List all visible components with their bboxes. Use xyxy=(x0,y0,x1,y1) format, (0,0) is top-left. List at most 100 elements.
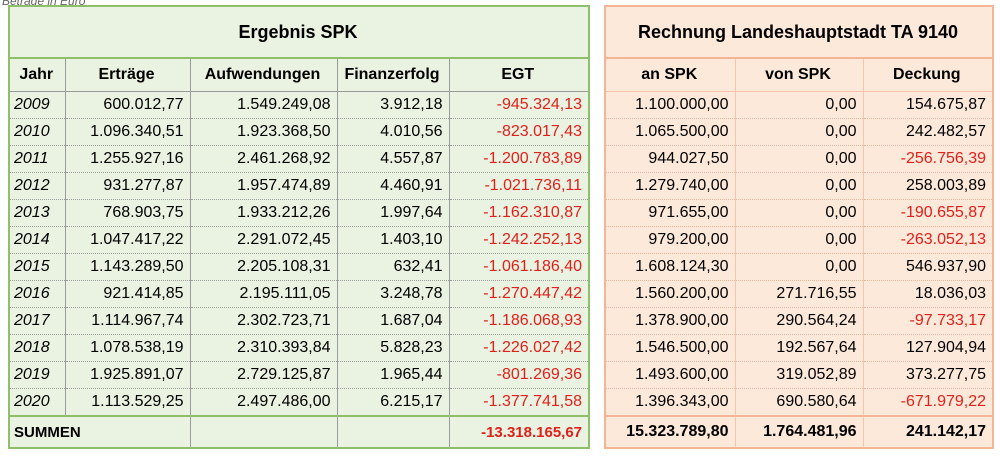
cell-jahr: 2012 xyxy=(8,172,66,200)
cell-egt: -945.324,13 xyxy=(448,91,590,119)
cell-an-spk: 1.608.124,30 xyxy=(604,253,736,281)
table-row: 1.608.124,30 0,00 546.937,90 xyxy=(604,253,994,281)
cell-egt: -801.269,36 xyxy=(448,361,590,389)
cell-deckung: 18.036,03 xyxy=(862,280,994,308)
cell-jahr: 2017 xyxy=(8,307,66,335)
cell-aufwendungen: 2.497.486,00 xyxy=(189,388,338,417)
header-von-spk: von SPK xyxy=(734,57,864,92)
cell-an-spk: 1.493.600,00 xyxy=(604,361,736,389)
cell-ertraege: 1.255.927,16 xyxy=(64,145,191,173)
cell-von-spk: 290.564,24 xyxy=(734,307,864,335)
cell-egt: -1.377.741,58 xyxy=(448,388,590,417)
cell-finanzerfolg: 632,41 xyxy=(336,253,450,281)
cell-an-spk: 1.378.900,00 xyxy=(604,307,736,335)
cell-deckung: -190.655,87 xyxy=(862,199,994,227)
ergebnis-spk-table: Ergebnis SPK Jahr Erträge Aufwendungen F… xyxy=(8,5,591,449)
left-table-title: Ergebnis SPK xyxy=(8,5,590,59)
sum-von-spk: 1.764.481,96 xyxy=(734,415,864,449)
sum-an-spk: 15.323.789,80 xyxy=(604,415,736,449)
cell-egt: -1.061.186,40 xyxy=(448,253,590,281)
cell-an-spk: 1.396.343,00 xyxy=(604,388,736,417)
cell-finanzerfolg: 3.912,18 xyxy=(336,91,450,119)
cell-finanzerfolg: 1.403,10 xyxy=(336,226,450,254)
cell-finanzerfolg: 4.557,87 xyxy=(336,145,450,173)
cell-von-spk: 0,00 xyxy=(734,199,864,227)
cell-ertraege: 931.277,87 xyxy=(64,172,191,200)
cell-aufwendungen: 2.302.723,71 xyxy=(189,307,338,335)
cell-jahr: 2011 xyxy=(8,145,66,173)
rechnung-landeshauptstadt-table: Rechnung Landeshauptstadt TA 9140 an SPK… xyxy=(604,5,995,449)
cell-finanzerfolg: 1.997,64 xyxy=(336,199,450,227)
table-row: 2012 931.277,87 1.957.474,89 4.460,91 -1.021… xyxy=(8,172,590,200)
cell-ertraege: 1.047.417,22 xyxy=(64,226,191,254)
cell-jahr: 2020 xyxy=(8,388,66,417)
cell-aufwendungen: 2.205.108,31 xyxy=(189,253,338,281)
cell-an-spk: 979.200,00 xyxy=(604,226,736,254)
cell-aufwendungen: 1.923.368,50 xyxy=(189,118,338,146)
cell-von-spk: 271.716,55 xyxy=(734,280,864,308)
cell-ertraege: 600.012,77 xyxy=(64,91,191,119)
cell-von-spk: 0,00 xyxy=(734,226,864,254)
cell-an-spk: 1.560.200,00 xyxy=(604,280,736,308)
cell-von-spk: 192.567,64 xyxy=(734,334,864,362)
table-row: 2013 768.903,75 1.933.212,26 1.997,64 -1.162… xyxy=(8,199,590,227)
table-row: 1.493.600,00 319.052,89 373.277,75 xyxy=(604,361,994,389)
cell-jahr: 2015 xyxy=(8,253,66,281)
cell-aufwendungen: 1.549.249,08 xyxy=(189,91,338,119)
cell-deckung: -256.756,39 xyxy=(862,145,994,173)
table-row: 2019 1.925.891,07 2.729.125,87 1.965,44 -801… xyxy=(8,361,590,389)
cell-deckung: -263.052,13 xyxy=(862,226,994,254)
cell-aufwendungen: 1.957.474,89 xyxy=(189,172,338,200)
table-row: 1.560.200,00 271.716,55 18.036,03 xyxy=(604,280,994,308)
sum-row: 15.323.789,80 1.764.481,96 241.142,17 xyxy=(604,415,994,449)
cell-aufwendungen: 1.933.212,26 xyxy=(189,199,338,227)
cell-finanzerfolg: 1.687,04 xyxy=(336,307,450,335)
cell-finanzerfolg: 4.010,56 xyxy=(336,118,450,146)
table-row: 2020 1.113.529,25 2.497.486,00 6.215,17 -1.3… xyxy=(8,388,590,417)
cell-jahr: 2016 xyxy=(8,280,66,308)
cell-jahr: 2010 xyxy=(8,118,66,146)
table-row: 2015 1.143.289,50 2.205.108,31 632,41 -1.061… xyxy=(8,253,590,281)
cell-jahr: 2009 xyxy=(8,91,66,119)
header-egt: EGT xyxy=(448,57,590,92)
cell-jahr: 2013 xyxy=(8,199,66,227)
sum-empty-cell xyxy=(336,415,450,449)
cell-egt: -1.021.736,11 xyxy=(448,172,590,200)
cell-finanzerfolg: 1.965,44 xyxy=(336,361,450,389)
cell-an-spk: 971.655,00 xyxy=(604,199,736,227)
cell-deckung: -671.979,22 xyxy=(862,388,994,417)
cell-jahr: 2014 xyxy=(8,226,66,254)
table-row: 1.396.343,00 690.580,64 -671.979,22 xyxy=(604,388,994,417)
header-deckung: Deckung xyxy=(862,57,994,92)
cell-jahr: 2018 xyxy=(8,334,66,362)
table-row: 2010 1.096.340,51 1.923.368,50 4.010,56 -823… xyxy=(8,118,590,146)
cell-an-spk: 1.100.000,00 xyxy=(604,91,736,119)
table-row: 2016 921.414,85 2.195.111,05 3.248,78 -1.270… xyxy=(8,280,590,308)
caption: Beträge in Euro xyxy=(2,0,86,8)
cell-finanzerfolg: 3.248,78 xyxy=(336,280,450,308)
cell-deckung: 154.675,87 xyxy=(862,91,994,119)
cell-ertraege: 1.925.891,07 xyxy=(64,361,191,389)
cell-an-spk: 944.027,50 xyxy=(604,145,736,173)
cell-egt: -823.017,43 xyxy=(448,118,590,146)
cell-ertraege: 1.078.538,19 xyxy=(64,334,191,362)
table-row: 2009 600.012,77 1.549.249,08 3.912,18 -945.3… xyxy=(8,91,590,119)
cell-ertraege: 1.114.967,74 xyxy=(64,307,191,335)
cell-egt: -1.200.783,89 xyxy=(448,145,590,173)
sum-row: SUMMEN -13.318.165,67 xyxy=(8,415,590,449)
table-row: 1.378.900,00 290.564,24 -97.733,17 xyxy=(604,307,994,335)
cell-von-spk: 0,00 xyxy=(734,91,864,119)
cell-deckung: 546.937,90 xyxy=(862,253,994,281)
table-row: 1.065.500,00 0,00 242.482,57 xyxy=(604,118,994,146)
cell-von-spk: 0,00 xyxy=(734,118,864,146)
table-row: 1.546.500,00 192.567,64 127.904,94 xyxy=(604,334,994,362)
cell-deckung: 242.482,57 xyxy=(862,118,994,146)
header-aufwendungen: Aufwendungen xyxy=(189,57,338,92)
cell-von-spk: 0,00 xyxy=(734,145,864,173)
table-row: 1.279.740,00 0,00 258.003,89 xyxy=(604,172,994,200)
cell-aufwendungen: 2.729.125,87 xyxy=(189,361,338,389)
cell-an-spk: 1.279.740,00 xyxy=(604,172,736,200)
cell-von-spk: 0,00 xyxy=(734,172,864,200)
table-row: 2014 1.047.417,22 2.291.072,45 1.403,10 -1.2… xyxy=(8,226,590,254)
right-table-title: Rechnung Landeshauptstadt TA 9140 xyxy=(604,5,994,59)
